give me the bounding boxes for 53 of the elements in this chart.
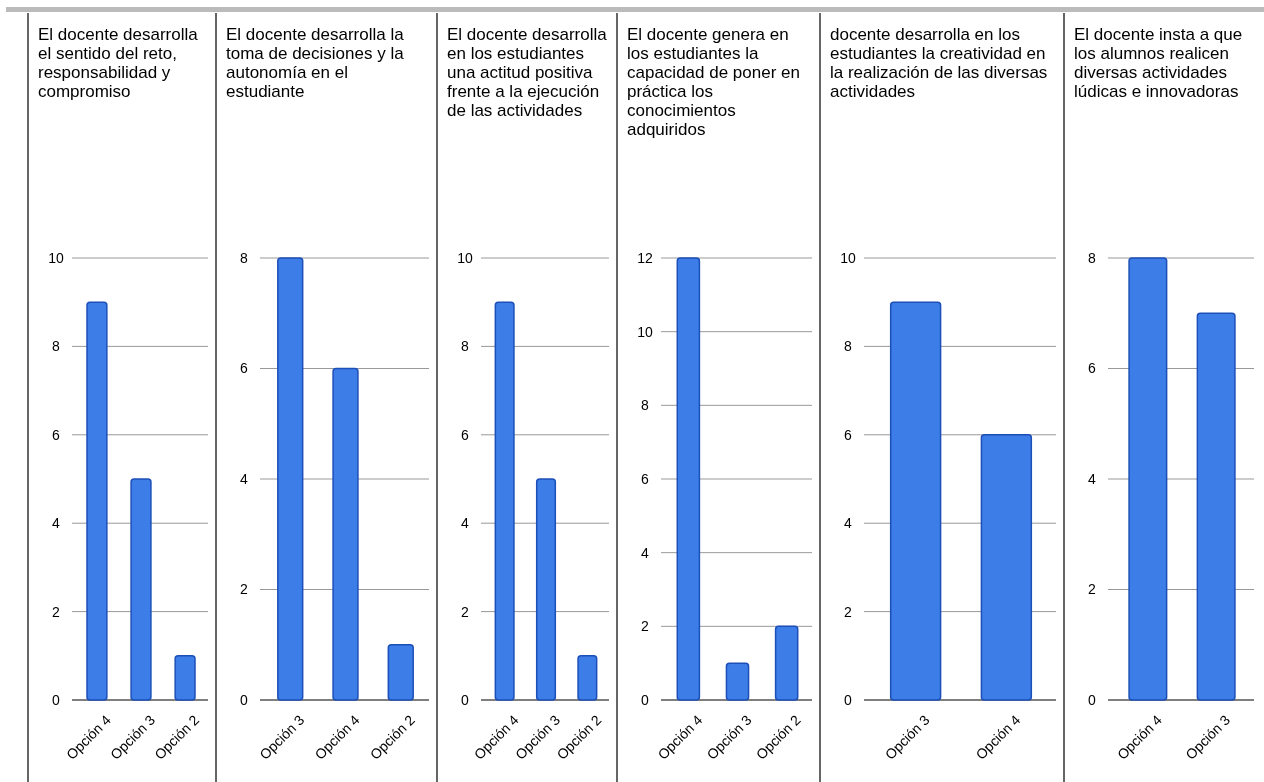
bar — [277, 257, 304, 701]
y-tick-label: 0 — [240, 691, 249, 708]
bar — [174, 655, 196, 701]
y-tick-label: 8 — [240, 249, 249, 266]
y-tick-label: 0 — [641, 691, 650, 708]
chart-title: El docente desarrolla el sentido del reto, responsabilidad y compromiso — [38, 25, 199, 101]
bar — [725, 662, 750, 701]
y-tick-label: 8 — [641, 397, 650, 414]
chart-title: El docente insta a que los alumnos realicen diversas actividades lúdicas e innovadoras — [1074, 25, 1243, 101]
y-tick-label: 2 — [461, 603, 470, 620]
bar — [577, 655, 598, 701]
y-tick-label: 6 — [1088, 360, 1097, 377]
chart-title: docente desarrolla en los estudiantes la creatividad en la realización de las diversas actividades — [830, 25, 1048, 101]
y-tick-label: 10 — [840, 249, 856, 266]
y-tick-label: 2 — [240, 581, 249, 598]
chart-title: El docente desarrolla la toma de decisiones y la autonomía en el estudiante — [226, 25, 405, 101]
y-tick-label: 10 — [637, 323, 653, 340]
bar — [86, 301, 108, 701]
y-tick-label: 4 — [1088, 470, 1097, 487]
y-tick-label: 10 — [48, 249, 64, 266]
bar — [130, 478, 152, 701]
y-tick-label: 6 — [52, 426, 61, 443]
y-tick-label: 8 — [844, 338, 853, 355]
y-tick-label: 2 — [844, 603, 853, 620]
y-tick-label: 12 — [637, 249, 653, 266]
y-tick-label: 4 — [641, 544, 650, 561]
y-tick-label: 8 — [52, 338, 61, 355]
y-tick-label: 6 — [240, 360, 249, 377]
y-tick-label: 2 — [1088, 581, 1097, 598]
y-tick-label: 4 — [240, 470, 249, 487]
y-tick-label: 4 — [844, 515, 853, 532]
y-tick-label: 4 — [461, 515, 470, 532]
y-tick-label: 0 — [461, 691, 470, 708]
y-tick-label: 8 — [1088, 249, 1097, 266]
y-tick-label: 6 — [844, 426, 853, 443]
chart-title: El docente desarrolla en los estudiantes una actitud positiva frente a la ejecución de las actividades — [447, 25, 608, 120]
y-tick-label: 2 — [641, 618, 650, 635]
bar — [535, 478, 557, 701]
y-tick-label: 4 — [52, 515, 61, 532]
bar — [676, 257, 701, 701]
y-tick-label: 6 — [641, 470, 650, 487]
y-tick-label: 0 — [1088, 691, 1097, 708]
y-tick-label: 0 — [844, 691, 853, 708]
bar — [494, 301, 515, 701]
bar — [387, 644, 414, 701]
bar — [332, 367, 359, 701]
y-tick-label: 6 — [461, 426, 470, 443]
y-tick-label: 0 — [52, 691, 61, 708]
bar — [774, 625, 799, 701]
y-tick-label: 8 — [461, 338, 470, 355]
y-tick-label: 10 — [457, 249, 473, 266]
chart-title: El docente genera en los estudiantes la capacidad de poner en práctica los conocimientos adquiridos — [627, 25, 800, 139]
y-tick-label: 2 — [52, 603, 61, 620]
